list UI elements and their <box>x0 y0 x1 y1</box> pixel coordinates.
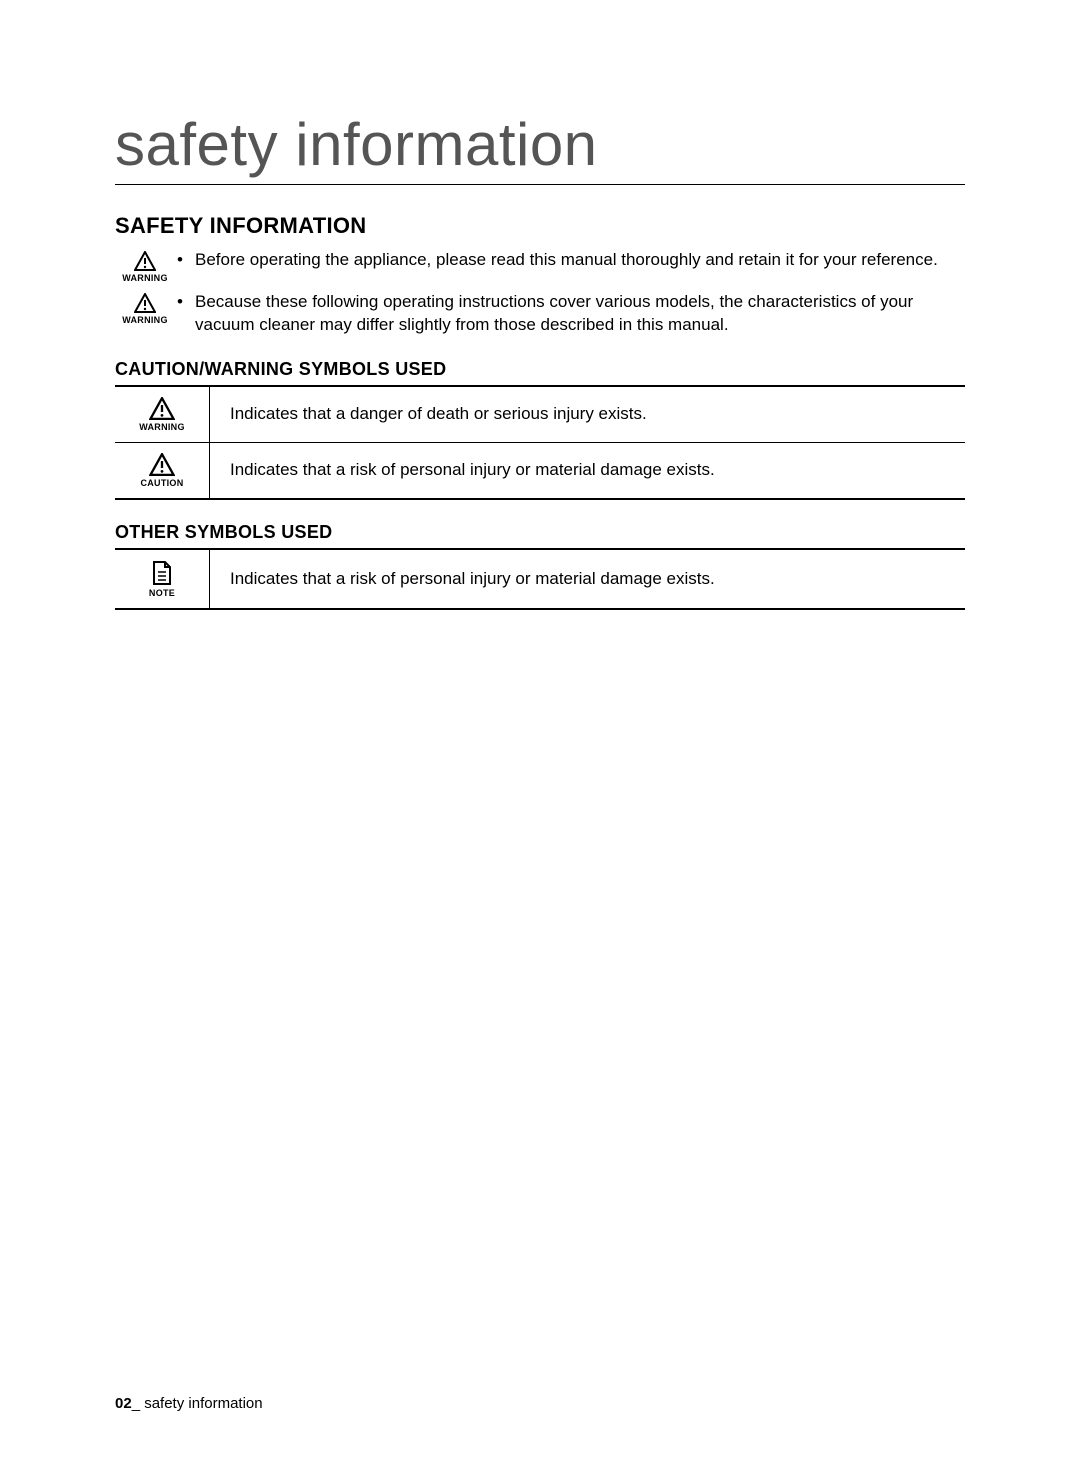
warning-label: WARNING <box>122 273 168 283</box>
warning-triangle-icon <box>149 397 175 420</box>
warning-text: • Before operating the appliance, please… <box>175 249 965 272</box>
bullet-icon: • <box>177 249 195 272</box>
symbol-icon-cell: WARNING <box>115 387 210 442</box>
warning-text-content: Because these following operating instru… <box>195 291 965 337</box>
table-row: CAUTION Indicates that a risk of persona… <box>115 443 965 498</box>
table-row: NOTE Indicates that a risk of personal i… <box>115 550 965 608</box>
caution-warning-symbols-heading: CAUTION/WARNING SYMBOLS USED <box>115 359 965 380</box>
warning-text-content: Before operating the appliance, please r… <box>195 249 938 272</box>
warning-block: WARNING • Because these following operat… <box>115 291 965 337</box>
footer-section-text: safety information <box>144 1395 262 1412</box>
note-document-icon <box>151 560 173 586</box>
other-symbols-heading: OTHER SYMBOLS USED <box>115 522 965 543</box>
caution-warning-table: WARNING Indicates that a danger of death… <box>115 385 965 500</box>
footer-separator: _ <box>132 1395 140 1412</box>
caution-triangle-icon <box>149 453 175 476</box>
safety-information-heading: SAFETY INFORMATION <box>115 213 965 239</box>
footer-page-number: 02 <box>115 1395 132 1412</box>
warning-block: WARNING • Before operating the appliance… <box>115 249 965 283</box>
warning-text: • Because these following operating inst… <box>175 291 965 337</box>
symbol-description: Indicates that a risk of personal injury… <box>210 550 965 608</box>
warning-icon-col: WARNING <box>115 291 175 325</box>
caution-label: CAUTION <box>140 478 183 488</box>
warning-triangle-icon <box>134 293 156 313</box>
table-row: WARNING Indicates that a danger of death… <box>115 387 965 443</box>
warning-label: WARNING <box>122 315 168 325</box>
symbol-icon-cell: CAUTION <box>115 443 210 498</box>
warning-icon-col: WARNING <box>115 249 175 283</box>
page-title: safety information <box>115 110 965 185</box>
bullet-icon: • <box>177 291 195 337</box>
warning-label: WARNING <box>139 422 185 432</box>
page-footer: 02_ safety information <box>115 1395 263 1412</box>
symbol-description: Indicates that a danger of death or seri… <box>210 387 965 442</box>
warning-triangle-icon <box>134 251 156 271</box>
note-label: NOTE <box>149 588 175 598</box>
symbol-description: Indicates that a risk of personal injury… <box>210 443 965 498</box>
symbol-icon-cell: NOTE <box>115 550 210 608</box>
other-symbols-table: NOTE Indicates that a risk of personal i… <box>115 548 965 610</box>
